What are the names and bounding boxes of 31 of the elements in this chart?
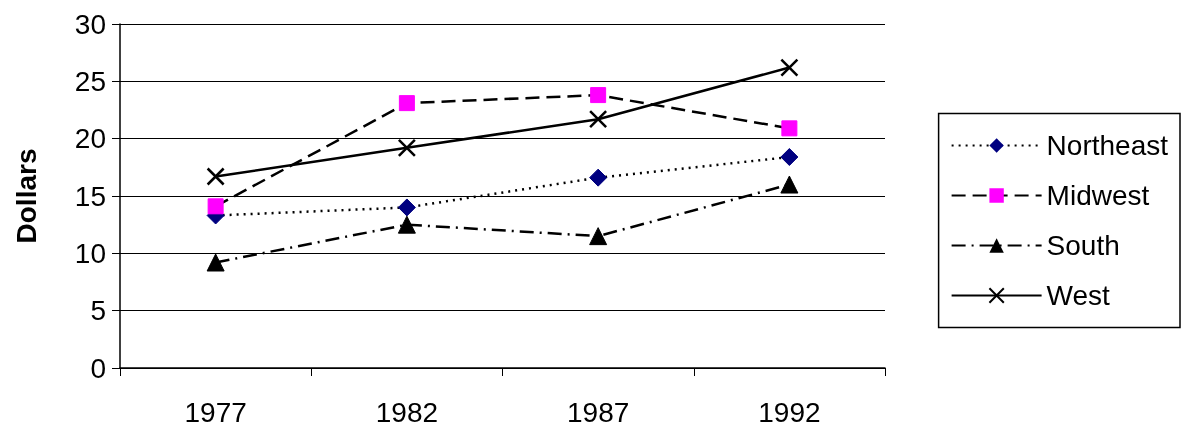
legend-label: Northeast	[1046, 130, 1169, 161]
x-tick-label: 1982	[375, 396, 439, 428]
point	[590, 87, 607, 104]
point	[206, 253, 225, 272]
legend-label: South	[1046, 230, 1120, 261]
y-tick-label: 25	[74, 65, 106, 97]
point	[780, 58, 799, 77]
point	[780, 175, 799, 194]
point	[397, 215, 416, 234]
point	[397, 198, 416, 217]
point	[207, 198, 224, 215]
point	[589, 168, 608, 187]
y-tick-label: 0	[90, 352, 106, 384]
point	[206, 167, 225, 186]
legend-label: Midwest	[1046, 180, 1150, 211]
y-tick-label: 5	[90, 295, 106, 327]
y-tick-label: 30	[74, 8, 106, 40]
x-tick-label: 1987	[566, 396, 630, 428]
point	[781, 120, 798, 137]
legend-label: West	[1046, 280, 1111, 311]
point	[780, 148, 799, 167]
x-tick-label: 1977	[184, 396, 247, 428]
x-tick-label: 1992	[758, 396, 821, 428]
y-axis-title: Dollars	[10, 148, 42, 244]
point	[589, 227, 608, 246]
y-tick-label: 10	[74, 237, 106, 269]
y-tick-label: 20	[74, 123, 106, 155]
y-tick-label: 15	[74, 180, 106, 212]
point	[397, 138, 417, 158]
point	[398, 95, 415, 112]
point	[588, 109, 608, 129]
